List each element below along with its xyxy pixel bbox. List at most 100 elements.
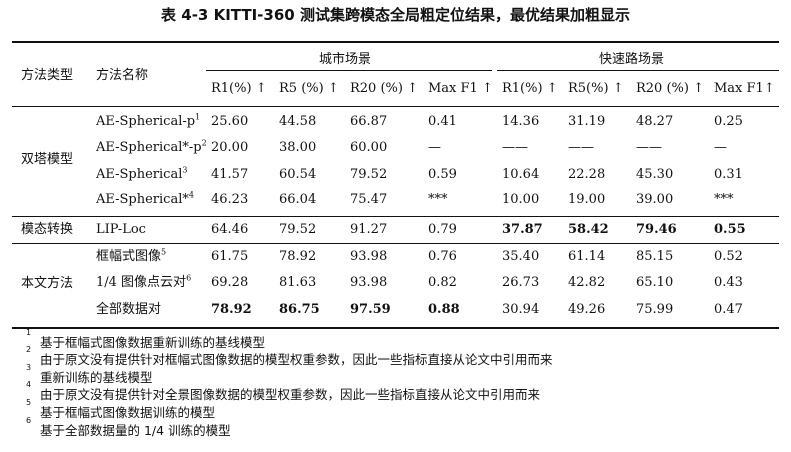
value-cell: 75.47 bbox=[350, 192, 388, 207]
value-cell: 14.36 bbox=[502, 114, 540, 129]
value-cell: 35.40 bbox=[502, 249, 540, 264]
group-label-modal-conversion: 模态转换 bbox=[21, 222, 74, 237]
footnote-text: 基于全部数据量的 1/4 训练的模型 bbox=[40, 423, 231, 438]
value-cell: 97.59 bbox=[350, 302, 391, 317]
value-cell: 66.87 bbox=[350, 114, 388, 129]
table-caption: 表 4-3 KITTI-360 测试集跨模态全局粗定位结果，最优结果加粗显示 bbox=[161, 6, 630, 24]
bottom-rule bbox=[12, 327, 779, 329]
method-name-cell: AE-Spherical3 bbox=[96, 165, 188, 183]
value-cell: 19.00 bbox=[568, 192, 606, 207]
value-cell: 38.00 bbox=[279, 140, 317, 155]
group-label-ours: 本文方法 bbox=[21, 276, 74, 291]
header-group-urban: 城市场景 bbox=[319, 52, 372, 67]
header-metric: R5 (%) ↑ bbox=[279, 81, 339, 96]
value-cell: 81.63 bbox=[279, 275, 317, 290]
footnote-marker: 6 bbox=[186, 273, 192, 283]
method-name: LIP-Loc bbox=[96, 222, 146, 237]
value-cell: 26.73 bbox=[502, 275, 540, 290]
value-cell: 31.19 bbox=[568, 114, 606, 129]
header-metric: R20 (%) ↑ bbox=[350, 81, 418, 96]
method-name-cell: 框幅式图像5 bbox=[96, 247, 167, 265]
method-name-cell: AE-Spherical-p1 bbox=[96, 112, 201, 130]
value-cell: — bbox=[714, 140, 727, 155]
value-cell: 60.00 bbox=[350, 140, 388, 155]
method-name: AE-Spherical-p bbox=[96, 114, 196, 129]
value-cell: 0.31 bbox=[714, 167, 743, 182]
value-cell: — bbox=[428, 140, 441, 155]
method-name: AE-Spherical bbox=[96, 167, 183, 182]
value-cell: 0.82 bbox=[428, 275, 457, 290]
method-name: AE-Spherical* bbox=[96, 192, 189, 207]
value-cell: 39.00 bbox=[636, 192, 674, 207]
method-name-cell: 1/4 图像点云对6 bbox=[96, 273, 192, 291]
footnote-text: 重新训练的基线模型 bbox=[40, 370, 153, 385]
value-cell: 10.00 bbox=[502, 192, 540, 207]
footnote: 6 基于全部数据量的 1/4 训练的模型 bbox=[26, 416, 231, 439]
group-label-dual-tower: 双塔模型 bbox=[21, 152, 74, 167]
value-cell: 49.26 bbox=[568, 302, 606, 317]
header-metric: R1(%) ↑ bbox=[502, 81, 558, 96]
value-cell: 41.57 bbox=[211, 167, 249, 182]
method-name: AE-Spherical*-p bbox=[96, 140, 202, 155]
value-cell: —— bbox=[636, 140, 662, 155]
value-cell: 10.64 bbox=[502, 167, 540, 182]
footnote-marker: 3 bbox=[182, 165, 188, 175]
method-name: 全部数据对 bbox=[96, 302, 162, 317]
method-name-cell: LIP-Loc bbox=[96, 222, 146, 238]
value-cell: 65.10 bbox=[636, 275, 674, 290]
footnote-text: 由于原文没有提供针对全景图像数据的模型权重参数，因此一些指标直接从论文中引用而来 bbox=[40, 387, 541, 402]
value-cell: 86.75 bbox=[279, 302, 320, 317]
value-cell: *** bbox=[714, 192, 734, 207]
footnote-marker: 2 bbox=[201, 138, 207, 148]
value-cell: 0.25 bbox=[714, 114, 743, 129]
footnote-marker: 1 bbox=[195, 112, 201, 122]
value-cell: 0.41 bbox=[428, 114, 457, 129]
value-cell: 42.82 bbox=[568, 275, 606, 290]
value-cell: 37.87 bbox=[502, 222, 543, 237]
value-cell: 0.52 bbox=[714, 249, 743, 264]
footnote: 4 由于原文没有提供针对全景图像数据的模型权重参数，因此一些指标直接从论文中引用而… bbox=[26, 380, 541, 403]
footnote: 2 由于原文没有提供针对框幅式图像数据的模型权重参数，因此一些指标直接从论文中引用… bbox=[26, 345, 553, 368]
group-divider-1 bbox=[12, 216, 779, 217]
value-cell: 48.27 bbox=[636, 114, 674, 129]
value-cell: 0.47 bbox=[714, 302, 743, 317]
value-cell: 22.28 bbox=[568, 167, 606, 182]
footnote: 3 重新训练的基线模型 bbox=[26, 363, 153, 386]
method-name: 框幅式图像 bbox=[96, 249, 162, 264]
value-cell: 30.94 bbox=[502, 302, 540, 317]
value-cell: 0.59 bbox=[428, 167, 457, 182]
value-cell: 64.46 bbox=[211, 222, 249, 237]
footnote: 1 基于框幅式图像数据重新训练的基线模型 bbox=[26, 328, 266, 351]
header-metric: R1(%) ↑ bbox=[211, 81, 267, 96]
value-cell: 79.52 bbox=[279, 222, 317, 237]
value-cell: 78.92 bbox=[279, 249, 317, 264]
value-cell: 93.98 bbox=[350, 249, 388, 264]
method-name: 1/4 图像点云对 bbox=[96, 275, 187, 290]
footnote-marker: 5 bbox=[161, 247, 167, 257]
group-divider-2 bbox=[12, 243, 779, 244]
value-cell: *** bbox=[428, 192, 448, 207]
footnote-text: 由于原文没有提供针对框幅式图像数据的模型权重参数，因此一些指标直接从论文中引用而… bbox=[40, 352, 553, 367]
value-cell: —— bbox=[502, 140, 528, 155]
value-cell: 20.00 bbox=[211, 140, 249, 155]
value-cell: —— bbox=[568, 140, 594, 155]
value-cell: 58.42 bbox=[568, 222, 609, 237]
value-cell: 0.55 bbox=[714, 222, 746, 237]
method-name-cell: AE-Spherical*4 bbox=[96, 191, 194, 208]
top-rule bbox=[12, 41, 779, 43]
value-cell: 69.28 bbox=[211, 275, 249, 290]
value-cell: 45.30 bbox=[636, 167, 674, 182]
value-cell: 91.27 bbox=[350, 222, 388, 237]
value-cell: 44.58 bbox=[279, 114, 317, 129]
value-cell: 0.76 bbox=[428, 249, 457, 264]
header-metric: R20 (%) ↑ bbox=[636, 81, 704, 96]
footnote-text: 基于框幅式图像数据重新训练的基线模型 bbox=[40, 335, 266, 350]
header-metric: Max F1 ↑ bbox=[428, 81, 493, 96]
footnote: 5 基于框幅式图像数据训练的模型 bbox=[26, 398, 216, 421]
value-cell: 66.04 bbox=[279, 192, 317, 207]
urban-group-rule bbox=[206, 70, 492, 71]
value-cell: 46.23 bbox=[211, 192, 249, 207]
header-metric: Max F1↑ bbox=[714, 81, 775, 96]
footnote-text: 基于框幅式图像数据训练的模型 bbox=[40, 405, 216, 420]
value-cell: 75.99 bbox=[636, 302, 674, 317]
